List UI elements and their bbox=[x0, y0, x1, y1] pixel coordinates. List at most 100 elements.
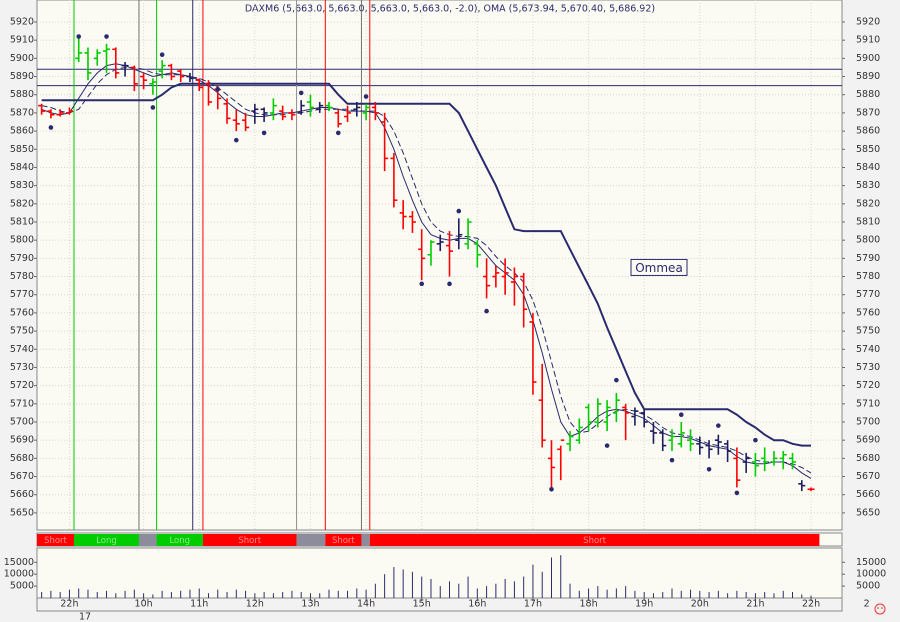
fractal-dot bbox=[150, 105, 156, 110]
x-tick-label: 11h bbox=[190, 599, 208, 610]
fractal-dot bbox=[335, 130, 341, 136]
y-tick-label: 5660 bbox=[856, 489, 880, 500]
y-tick-label: 5900 bbox=[856, 53, 880, 64]
regime-label: Short bbox=[332, 536, 355, 546]
fractal-dot bbox=[678, 412, 684, 418]
y-tick-label: 5880 bbox=[856, 89, 880, 100]
y-tick-label: 5710 bbox=[856, 398, 880, 409]
regime-segment bbox=[202, 534, 297, 546]
y-tick-label: 15000 bbox=[856, 557, 886, 568]
x-tick-label: 12h bbox=[246, 599, 264, 610]
y-tick-label: 10000 bbox=[856, 569, 886, 580]
y-tick-label: 5830 bbox=[856, 180, 880, 191]
y-tick-label: 5920 bbox=[856, 17, 880, 28]
fractal-dot bbox=[753, 437, 758, 443]
y-tick-label: 5910 bbox=[856, 35, 880, 46]
x-tick-label: 16h bbox=[468, 599, 486, 610]
fractal-dot bbox=[104, 34, 109, 39]
y-tick-label: 5870 bbox=[10, 107, 34, 118]
regime-label: Short bbox=[238, 536, 261, 546]
fractal-dot bbox=[706, 466, 712, 472]
y-tick-label: 5900 bbox=[10, 53, 34, 64]
x-tick-label: 13h bbox=[301, 599, 319, 610]
y-tick-label: 5860 bbox=[10, 126, 34, 137]
status-icon bbox=[874, 603, 886, 615]
regime-segment bbox=[369, 534, 820, 546]
y-tick-label: 5800 bbox=[10, 235, 34, 246]
fractal-dot bbox=[447, 281, 452, 287]
indicator-line bbox=[41, 82, 811, 447]
fractal-dot bbox=[716, 423, 721, 428]
regime-label: Short bbox=[583, 536, 606, 546]
y-tick-label: 5000 bbox=[10, 581, 34, 592]
y-tick-label: 5890 bbox=[856, 71, 880, 82]
fractal-dot bbox=[363, 94, 369, 99]
y-tick-label: 5780 bbox=[10, 271, 34, 282]
y-tick-label: 5850 bbox=[10, 144, 34, 155]
volume-pane bbox=[36, 547, 843, 599]
fractal-dot bbox=[456, 208, 462, 214]
y-tick-label: 10000 bbox=[4, 569, 34, 580]
x-tick-label: 21h bbox=[746, 599, 764, 610]
y-tick-label: 5760 bbox=[10, 307, 34, 318]
y-tick-label: 5830 bbox=[10, 180, 34, 191]
y-tick-label: 5870 bbox=[856, 107, 880, 118]
y-tick-label: 5840 bbox=[10, 162, 34, 173]
y-tick-label: 5860 bbox=[856, 126, 880, 137]
y-tick-label: 5880 bbox=[10, 89, 34, 100]
y-tick-label: 5680 bbox=[856, 453, 880, 464]
x-tick-label: 14h bbox=[357, 599, 375, 610]
regime-segment bbox=[325, 534, 362, 546]
y-tick-label: 5780 bbox=[856, 271, 880, 282]
x-tick-label: 18h bbox=[580, 599, 598, 610]
x-tick-label: 17h bbox=[524, 599, 542, 610]
chart-title: DAXM6 (5,663.0, 5,663.0, 5,663.0, 5,663.… bbox=[245, 4, 655, 15]
y-tick-label: 5850 bbox=[856, 144, 880, 155]
x-tick-label: 22h bbox=[802, 599, 820, 610]
fractal-dot bbox=[234, 137, 239, 143]
regime-segment bbox=[37, 534, 74, 546]
y-tick-label: 5770 bbox=[856, 289, 880, 300]
fractal-dot bbox=[159, 52, 165, 58]
y-tick-label: 5720 bbox=[10, 380, 34, 391]
annotation-box bbox=[630, 258, 688, 276]
y-tick-label: 5750 bbox=[10, 326, 34, 337]
x-tick-label: 20h bbox=[691, 599, 709, 610]
x-tick-label: 2 bbox=[864, 599, 870, 610]
fractal-dot bbox=[734, 490, 740, 496]
fractal-dot bbox=[614, 377, 619, 383]
y-tick-label: 5690 bbox=[856, 435, 880, 446]
icon-eye bbox=[877, 607, 879, 609]
indicator-line bbox=[41, 67, 812, 474]
y-tick-label: 5790 bbox=[10, 253, 34, 264]
price-pane bbox=[36, 0, 843, 531]
regime-segment bbox=[361, 534, 370, 546]
y-tick-label: 5910 bbox=[10, 35, 34, 46]
y-tick-label: 5720 bbox=[856, 380, 880, 391]
y-tick-label: 5840 bbox=[856, 162, 880, 173]
y-tick-label: 5810 bbox=[856, 217, 880, 228]
y-tick-label: 5760 bbox=[856, 307, 880, 318]
y-tick-label: 5700 bbox=[856, 417, 880, 428]
fractal-dot bbox=[261, 130, 267, 136]
regime-segment bbox=[138, 534, 157, 546]
fractal-dot bbox=[298, 90, 304, 96]
y-tick-label: 5740 bbox=[10, 344, 34, 355]
y-tick-label: 5710 bbox=[10, 398, 34, 409]
y-tick-label: 5670 bbox=[856, 471, 880, 482]
date-label: 17 bbox=[79, 612, 91, 622]
regime-label: Long bbox=[169, 536, 190, 546]
y-tick-label: 5650 bbox=[856, 507, 880, 518]
y-tick-label: 5660 bbox=[10, 489, 34, 500]
regime-label: Long bbox=[96, 536, 117, 546]
x-tick-label: 19h bbox=[635, 599, 653, 610]
y-tick-label: 5820 bbox=[856, 198, 880, 209]
icon-eye bbox=[881, 607, 883, 609]
y-tick-label: 5740 bbox=[856, 344, 880, 355]
y-tick-label: 5790 bbox=[856, 253, 880, 264]
y-tick-label: 5730 bbox=[856, 362, 880, 373]
regime-segment bbox=[156, 534, 203, 546]
y-tick-label: 5920 bbox=[10, 17, 34, 28]
y-tick-label: 5680 bbox=[10, 453, 34, 464]
